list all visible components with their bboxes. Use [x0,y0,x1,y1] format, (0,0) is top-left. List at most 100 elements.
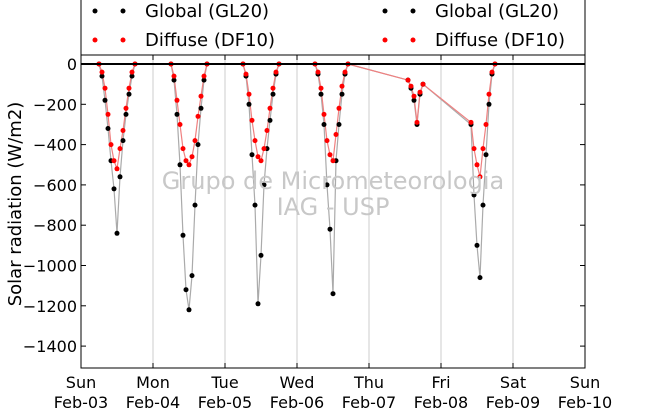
series-0-point [195,142,201,148]
series-0-point [474,242,480,248]
legend-marker [382,37,388,43]
series-1-point [471,146,477,152]
series-1-point [108,142,114,148]
series-0-point [192,202,198,208]
series-1-point [477,174,483,180]
series-1-point [267,105,273,111]
series-0-point [324,182,330,188]
series-1-point [114,166,120,172]
y-tick-label: −1200 [23,297,77,316]
series-1-point [321,111,327,117]
series-1-point [105,111,111,117]
legend-label: Global (GL20) [435,1,559,22]
legend-marker [92,8,98,14]
series-0-point [99,73,105,79]
legend-label: Global (GL20) [145,1,269,22]
series-1-point [480,146,486,152]
series-1-point [414,119,420,125]
series-0-point [186,307,192,313]
series-1-point [468,119,474,125]
series-1-point [420,81,426,87]
series-0-point [261,182,267,188]
series-1-point [489,69,495,75]
series-0-point [198,105,204,111]
series-0-point [252,202,258,208]
series-1-point [483,122,489,127]
y-tick-label: 0 [67,55,77,74]
x-tick-day-label: Wed [280,373,315,392]
series-0-point [114,230,120,236]
series-0-point [330,291,336,297]
series-0-point [477,275,483,281]
series-0-point [105,126,111,131]
x-tick-day-label: Tue [210,373,238,392]
series-0-point [174,111,180,117]
series-1-point [111,158,117,164]
x-tick-day-label: Sun [66,373,96,392]
series-1-point [249,117,255,123]
series-0-point [336,122,342,127]
x-tick-day-label: Sun [570,373,600,392]
series-1-point [252,138,258,144]
series-0-point [111,186,117,192]
series-0-point [120,138,126,144]
series-0-point [123,111,129,117]
series-1-point [198,93,204,99]
series-0-point [102,97,108,103]
x-tick-date-label: Feb-09 [486,393,540,409]
x-tick-date-label: Feb-07 [342,393,396,409]
x-tick-date-label: Feb-05 [198,393,252,409]
tick-labels: 0−200−400−600−800−1000−1200−1400SunFeb-0… [23,55,612,409]
y-tick-label: −1400 [23,337,77,356]
series-1-point [183,158,189,164]
x-tick-date-label: Feb-06 [270,393,324,409]
grid-lines [152,55,514,368]
series-1-point [405,77,411,83]
legend: Global (GL20) Diffuse (DF10) Global (GL20)… [80,0,586,56]
series-0-point [117,174,123,180]
series-1-point [474,162,480,168]
watermark-line-2: IAG - USP [277,193,390,221]
series-1-point [246,91,252,97]
series-0-point [129,73,135,79]
series-0-point [327,226,333,232]
x-tick-day-label: Sat [500,373,526,392]
series-0-point [486,101,492,107]
watermark-line-1: Grupo de Micrometeorologia [162,167,504,195]
series-1-point [330,158,336,164]
series-0-point [201,77,207,83]
series-1-point [120,128,126,133]
x-tick-day-label: Thu [353,373,384,392]
x-tick-day-label: Mon [136,373,170,392]
legend-marker [120,8,126,14]
series-1-point [99,69,105,75]
y-tick-label: −400 [33,136,77,155]
legend-marker [382,8,388,14]
series-1-point [126,85,132,91]
series-1-point [258,158,264,164]
series-1-point [129,69,135,75]
series-1-point [333,132,339,137]
series-0-point [126,91,132,97]
series-0-point [177,162,183,168]
x-tick-day-label: Fri [431,373,450,392]
series-1-point [201,73,207,79]
series-points [96,61,498,313]
series-0-point [339,91,345,97]
series-0-point [321,122,327,127]
y-axis-label: Solar radiation (W/m2) [5,102,26,307]
series-0-point [318,91,324,97]
y-tick-label: −1000 [23,257,77,276]
series-0-point [180,232,186,238]
legend-marker [120,37,126,43]
x-tick-date-label: Feb-03 [54,393,108,409]
series-0-point [249,152,255,158]
x-tick-date-label: Feb-04 [126,393,180,409]
series-1-point [195,113,201,119]
series-1-point [486,91,492,97]
series-0-point [483,152,489,158]
series-1-point [123,105,129,111]
legend-marker [410,8,416,14]
legend-label: Diffuse (DF10) [145,30,275,51]
series-0-point [267,117,273,123]
